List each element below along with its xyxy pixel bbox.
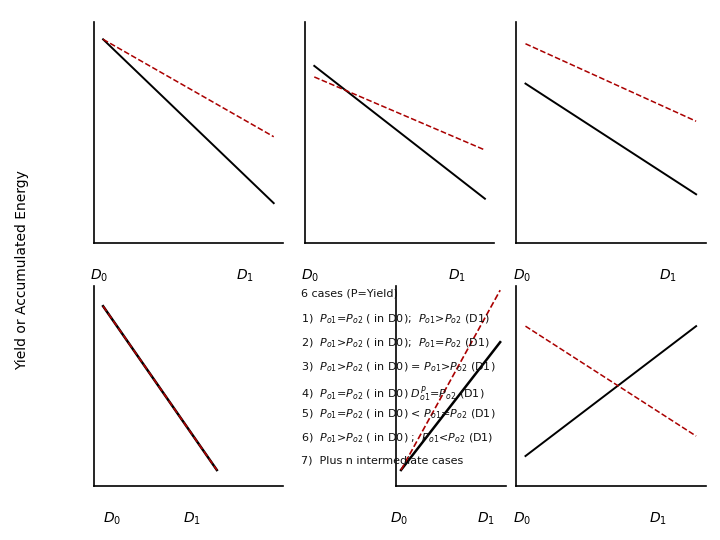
Text: $D_0$: $D_0$ <box>390 510 408 526</box>
Text: 7)  Plus n intermediate cases: 7) Plus n intermediate cases <box>301 455 464 465</box>
Text: $D_1$: $D_1$ <box>183 510 201 526</box>
Text: $D_1$: $D_1$ <box>236 267 254 284</box>
Text: $D_0$: $D_0$ <box>513 510 531 526</box>
Text: $D_1$: $D_1$ <box>477 510 495 526</box>
Text: 3)  $P_{o1}$>$P_{o2}$ ( in D0) = $P_{o1}$>$P_{o2}$ (D1): 3) $P_{o1}$>$P_{o2}$ ( in D0) = $P_{o1}$… <box>301 360 495 374</box>
Text: $D_0$: $D_0$ <box>90 267 109 284</box>
Text: 4)  $P_{o1}$=$P_{o2}$ ( in D0) $D^P_{o1}$=$P_{o2}$ (D1): 4) $P_{o1}$=$P_{o2}$ ( in D0) $D^P_{o1}$… <box>301 384 485 403</box>
Text: $D_1$: $D_1$ <box>448 267 465 284</box>
Text: $D_0$: $D_0$ <box>302 267 320 284</box>
Text: $D_1$: $D_1$ <box>659 267 677 284</box>
Text: $D_0$: $D_0$ <box>104 510 122 526</box>
Text: 6)  $P_{o1}$>$P_{o2}$ ( in D0) ;  $P_{o1}$<$P_{o2}$ (D1): 6) $P_{o1}$>$P_{o2}$ ( in D0) ; $P_{o1}$… <box>301 431 494 445</box>
Text: Yield or Accumulated Energy: Yield or Accumulated Energy <box>14 170 29 370</box>
Text: $D_0$: $D_0$ <box>513 267 531 284</box>
Text: 5)  $P_{o1}$=$P_{o2}$ ( in D0) < $P_{o1}$=$P_{o2}$ (D1): 5) $P_{o1}$=$P_{o2}$ ( in D0) < $P_{o1}$… <box>301 408 495 421</box>
Text: $D_1$: $D_1$ <box>649 510 667 526</box>
Text: 1)  $P_{o1}$=$P_{o2}$ ( in D0);  $P_{o1}$>$P_{o2}$ (D1): 1) $P_{o1}$=$P_{o2}$ ( in D0); $P_{o1}$>… <box>301 313 490 326</box>
Text: 2)  $P_{o1}$>$P_{o2}$ ( in D0);  $P_{o1}$=$P_{o2}$ (D1): 2) $P_{o1}$>$P_{o2}$ ( in D0); $P_{o1}$=… <box>301 336 490 350</box>
Text: 6 cases (P=Yield): 6 cases (P=Yield) <box>301 289 398 299</box>
